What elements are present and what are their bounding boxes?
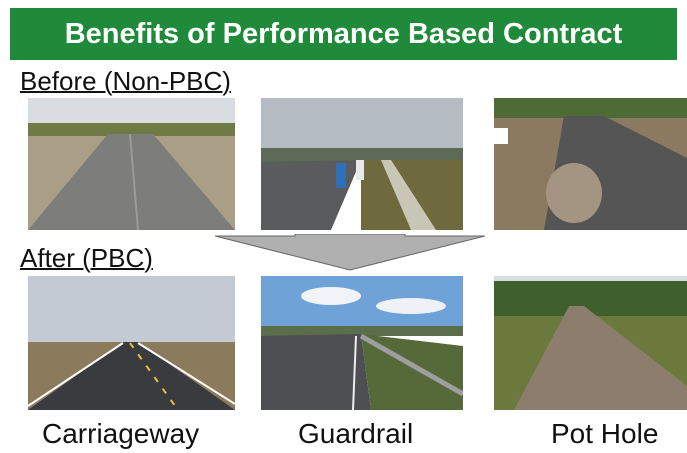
down-arrow: [215, 234, 485, 272]
photo-carriageway-before: [28, 98, 235, 230]
caption: Carriageway: [42, 418, 199, 450]
before-label: Before (Non-PBC): [20, 66, 231, 97]
slide: Benefits of Performance Based Contract B…: [0, 0, 687, 453]
after-label: After (PBC): [20, 243, 153, 274]
caption: Guardrail: [298, 418, 413, 450]
photo-pothole-before: [494, 98, 687, 230]
title-banner: Benefits of Performance Based Contract: [10, 8, 677, 60]
photo-pothole-after: [494, 276, 687, 410]
photo-guardrail-after: [261, 276, 463, 410]
photo-guardrail-before: [261, 98, 463, 230]
photo-carriageway-after: [28, 276, 235, 410]
caption: Pot Hole: [551, 418, 658, 450]
